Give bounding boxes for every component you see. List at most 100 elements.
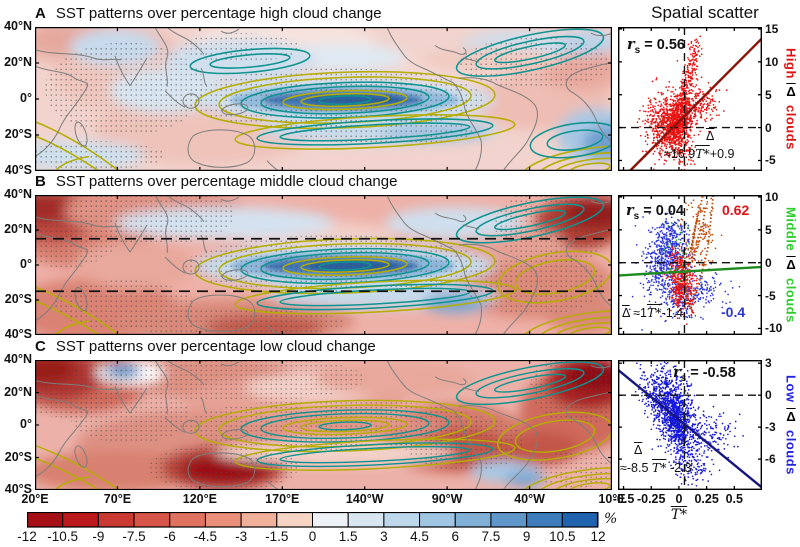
r-subscript: s [634,44,641,56]
scatter-ytick-label: -10 [765,321,783,336]
fit-formula-a-line2: ≈16.9T*+0.9 [664,146,734,161]
fit-formula-a-line1: Δ [706,129,714,143]
scatter-ytick-label: -5 [765,153,776,168]
lon-tick-label: 90°W [431,492,463,506]
r-subscript: s [633,210,640,222]
scatter-ytick-label: 15 [765,21,779,36]
scatter-points [678,195,723,280]
delta-symbol: Δ [786,84,796,100]
scatter-xaxis-label: T* [664,507,694,523]
panel-a-title: A SST patterns over percentage high cloud… [35,5,382,22]
ylabel-word: clouds [783,278,799,324]
r-number: = 0.04 [643,203,684,219]
colorbar-tick-label: 9 [522,529,531,544]
ylabel-word: Middle [783,206,799,252]
lon-tick-label: 140°W [345,492,384,506]
regression-line [628,37,762,171]
ylabel-word: clouds [783,429,799,475]
scatter-ytick-label: 5 [765,87,772,102]
trajectory-loop [691,205,707,264]
lat-tick-label: 40°S [4,163,32,177]
colorbar-tick-label: -10.5 [47,529,79,544]
fit-term: +0.9 [709,147,735,161]
panel-a-letter: A [35,5,46,22]
panel-c-title-text: SST patterns over percentage low cloud c… [55,338,376,355]
panel-c-title: C SST patterns over percentage low cloud … [35,338,376,355]
scatter-points [668,443,721,490]
subset-corr-positive: 0.62 [722,202,750,218]
tstar-variable: T* [670,507,688,523]
r-symbol: r [626,202,634,219]
colorbar-tick-label: -4.5 [193,529,218,544]
colorbar-tick-label: -12 [17,529,37,544]
regression-line [618,368,762,489]
fit-term: -2.3 [666,461,692,475]
fit-formula-c-line2: ≈-8.5 T* -2.3 [620,460,691,475]
colorbar-tick-label: -1.5 [265,529,289,544]
lat-tick-label: 40°S [4,482,32,496]
fit-term: T* [651,460,667,475]
panel-b-title-text: SST patterns over percentage middle clou… [55,173,398,190]
lat-tick-label: 20°N [4,384,32,399]
scatter-edge-ticks [618,27,762,171]
lon-tick-label: 40°W [514,492,545,506]
scatter-ytick-label: 10 [765,189,779,204]
r-value-b: rs = 0.04 [626,202,684,222]
colorbar-tick-label: 3 [380,529,388,544]
delta-symbol: Δ [786,257,796,273]
scatter-panel-c [618,360,762,490]
colorbar-tick-label: 4.5 [410,529,429,544]
subset-corr-negative: -0.4 [721,304,746,320]
lat-tick-label: 20°S [4,292,32,306]
panel-b-title: B SST patterns over percentage middle clo… [35,173,397,190]
scatter-panel-a [618,27,762,171]
scatter-edge-ticks [618,195,762,335]
lat-tick-label: 0° [20,417,32,431]
contour-lines [35,361,612,490]
lat-tick-label: 20°S [4,127,32,141]
map-panel-c [35,360,612,490]
colorbar-tick-label: -3 [235,529,248,544]
fit-term: -1.4 [661,306,684,320]
r-subscript: s [680,372,687,384]
scatter-xtick-label: -0.25 [636,492,666,506]
map-edge-ticks [35,27,612,171]
coastlines [35,360,612,490]
lat-tick-label: 40°N [4,187,32,201]
lat-tick-label: 0° [20,257,32,271]
fit-term: ≈16.9 [664,147,696,161]
map-edge-ticks [35,360,612,490]
r-number: = 0.56 [644,37,685,53]
r-value-a: rs = 0.56 [627,36,685,56]
fit-term: ≈1 [629,306,647,320]
fit-term: T* [646,305,662,320]
fit-term: Δ [622,306,630,320]
lon-tick-label: 10°E [598,492,626,506]
map-panel-b [35,195,612,335]
colorbar-tick-label: 0 [308,529,317,544]
scatter-edge-ticks [618,360,762,490]
ylabel-word: High [783,47,799,79]
colorbar-tick-label: -6 [163,529,176,544]
scatter-column-title: Spatial scatter [651,3,759,22]
r-symbol: r [627,36,635,53]
colorbar [27,512,599,528]
lat-tick-label: 40°N [4,352,32,366]
colorbar-tick-label: 1.5 [338,529,358,544]
fit-term: Δ [634,443,643,457]
fit-term: ≈-8.5 [620,461,652,475]
scatter-ytick-label: -3 [765,420,776,435]
scatter-points [636,77,679,156]
scatter-ytick-label: -5 [765,288,776,303]
lon-tick-label: 70°E [103,492,132,506]
scatter-panel-b [618,195,762,335]
scatter-ytick-label: 10 [765,54,779,69]
colorbar-tick-label: 12 [590,529,606,544]
scatter-ytick-label: 0 [765,388,772,403]
lat-tick-label: 0° [20,91,32,105]
r-value-c: rs = -0.58 [673,364,736,384]
scatter-points [648,212,690,261]
